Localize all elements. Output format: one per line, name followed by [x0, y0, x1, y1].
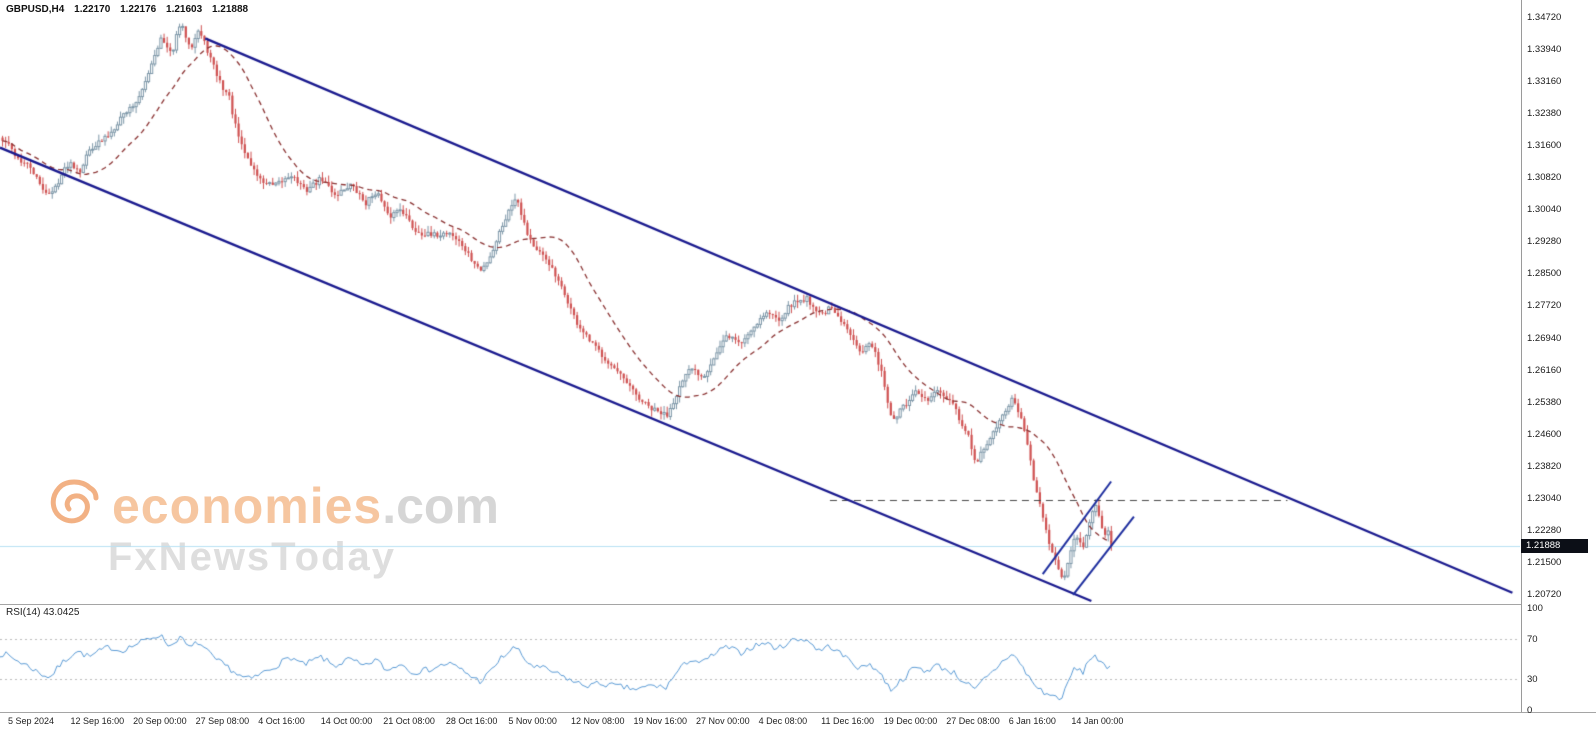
symbol-ohlc-header: GBPUSD,H4 1.22170 1.22176 1.21603 1.2188… — [6, 4, 255, 15]
time-axis-label: 4 Dec 08:00 — [758, 716, 808, 726]
time-axis-label: 12 Sep 16:00 — [70, 716, 125, 726]
price-axis-label: 1.26160 — [1527, 364, 1562, 376]
open-value: 1.22170 — [74, 4, 111, 15]
time-axis-label: 28 Oct 16:00 — [445, 716, 498, 726]
symbol-timeframe-label: GBPUSD,H4 — [6, 4, 65, 15]
time-axis-label: 14 Jan 00:00 — [1071, 716, 1124, 726]
price-axis-label: 1.29280 — [1527, 236, 1562, 248]
time-axis-label: 6 Jan 16:00 — [1008, 716, 1056, 726]
price-axis-label: 1.26940 — [1527, 332, 1562, 344]
time-axis-label: 14 Oct 00:00 — [320, 716, 373, 726]
time-axis[interactable]: 5 Sep 2024 12 Sep 16:00 20 Sep 00:00 27 Sep… — [0, 713, 1596, 743]
price-axis-label: 1.23040 — [1527, 492, 1562, 504]
price-axis-label: 1.21500 — [1527, 556, 1562, 568]
price-axis-label: 1.30820 — [1527, 172, 1562, 184]
time-axis-label: 5 Sep 2024 — [8, 716, 55, 726]
price-axis-label: 1.24600 — [1527, 428, 1562, 440]
time-axis-label: 12 Nov 08:00 — [570, 716, 625, 726]
price-axis-label: 1.28500 — [1527, 268, 1562, 280]
price-axis-label: 1.22280 — [1527, 524, 1562, 536]
time-axis-label: 4 Oct 16:00 — [258, 716, 305, 726]
time-axis-label: 11 Dec 16:00 — [821, 716, 875, 726]
price-axis-label: 1.23820 — [1527, 460, 1562, 472]
high-value: 1.22176 — [120, 4, 157, 15]
time-axis-label: 27 Nov 00:00 — [696, 716, 750, 726]
time-axis-label: 20 Sep 00:00 — [133, 716, 187, 726]
time-axis-label: 27 Dec 08:00 — [946, 716, 1000, 726]
panel-separator-bottom — [0, 712, 1596, 713]
low-value: 1.21603 — [166, 4, 203, 15]
rsi-indicator-label: RSI(14) 43.0425 — [6, 607, 80, 618]
price-chart-canvas[interactable] — [0, 0, 1520, 604]
price-axis-label: 1.34720 — [1527, 12, 1562, 23]
price-axis-label: 1.25380 — [1527, 396, 1562, 408]
panel-separator-top — [0, 604, 1596, 605]
price-axis-label: 1.20720 — [1527, 588, 1562, 600]
time-axis-label: 5 Nov 00:00 — [508, 716, 557, 726]
price-axis[interactable]: 1.34720 1.33940 1.33160 1.32380 1.31600 1.308… — [1521, 0, 1596, 712]
price-axis-label: 1.33940 — [1527, 44, 1562, 56]
close-value: 1.21888 — [211, 4, 249, 15]
rsi-axis-label: 100 — [1527, 603, 1543, 614]
time-axis-label: 19 Nov 16:00 — [633, 716, 688, 726]
price-axis-label: 1.27720 — [1527, 300, 1562, 312]
price-axis-label: 1.30040 — [1527, 204, 1562, 216]
rsi-axis-label: 30 — [1527, 674, 1538, 686]
price-axis-label: 1.32380 — [1527, 108, 1562, 120]
rsi-axis-label: 70 — [1527, 633, 1538, 645]
rsi-axis-label: 0 — [1527, 705, 1533, 716]
current-price-badge: 1.21888 — [1521, 538, 1588, 553]
time-axis-label: 27 Sep 08:00 — [195, 716, 250, 726]
price-axis-label: 1.33160 — [1527, 76, 1562, 88]
price-axis-label: 1.31600 — [1527, 140, 1562, 152]
rsi-indicator-canvas[interactable] — [0, 605, 1520, 712]
time-axis-label: 21 Oct 08:00 — [383, 716, 435, 726]
time-axis-label: 19 Dec 00:00 — [883, 716, 938, 726]
